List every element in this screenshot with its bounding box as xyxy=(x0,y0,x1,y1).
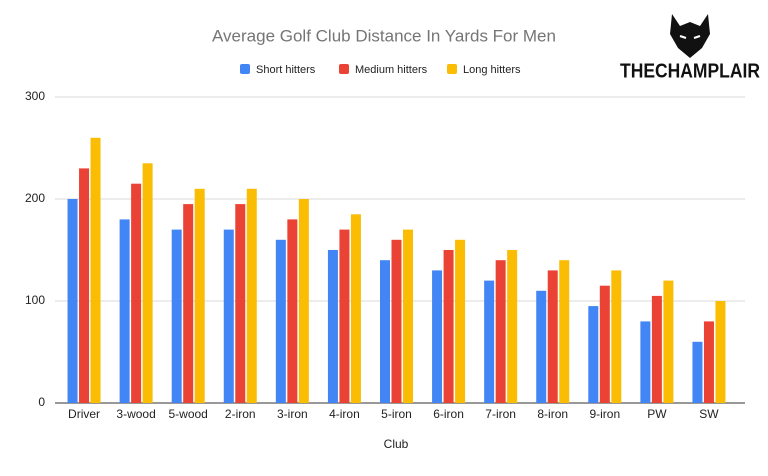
bar xyxy=(432,270,443,403)
bar xyxy=(588,306,599,403)
bar xyxy=(171,229,182,403)
bar xyxy=(79,168,90,403)
x-tick-label: 5-wood xyxy=(169,407,208,421)
bar xyxy=(692,341,703,403)
legend-label: Medium hitters xyxy=(355,64,428,76)
x-tick-label: 9-iron xyxy=(589,407,620,421)
x-tick-label: PW xyxy=(647,407,667,421)
bar xyxy=(536,290,547,403)
bar xyxy=(235,204,246,403)
x-tick-label: 5-iron xyxy=(381,407,412,421)
bar xyxy=(246,188,257,403)
bar xyxy=(703,321,714,403)
bar xyxy=(599,285,610,403)
bar xyxy=(327,250,338,403)
y-tick-label: 0 xyxy=(38,395,45,409)
logo-icon xyxy=(670,14,710,58)
chart-title: Average Golf Club Distance In Yards For … xyxy=(212,26,556,45)
logo-text: THECHAMPLAIR xyxy=(620,60,760,82)
bar xyxy=(339,229,350,403)
x-axis-label: Club xyxy=(384,437,409,451)
y-tick-label: 300 xyxy=(25,89,45,103)
bar xyxy=(275,239,286,403)
bar xyxy=(640,321,651,403)
bar xyxy=(391,239,402,403)
bar xyxy=(90,137,101,404)
x-tick-label: 2-iron xyxy=(225,407,256,421)
bar xyxy=(380,260,390,403)
bar xyxy=(194,188,205,403)
bar xyxy=(559,260,570,403)
bar xyxy=(443,250,454,403)
bar xyxy=(611,270,622,403)
x-tick-label: SW xyxy=(699,407,719,421)
bar xyxy=(223,229,234,403)
logo-eyes xyxy=(679,35,701,39)
bar xyxy=(663,280,674,403)
bar xyxy=(298,199,309,403)
logo: THECHAMPLAIR xyxy=(620,14,760,82)
bar xyxy=(507,250,518,403)
legend-swatch xyxy=(447,64,457,74)
bar xyxy=(495,260,506,403)
bar xyxy=(651,295,662,403)
bar xyxy=(715,301,726,403)
x-tick-label: 7-iron xyxy=(485,407,516,421)
bar xyxy=(403,229,413,403)
bar xyxy=(350,214,361,403)
legend-swatch xyxy=(339,64,349,74)
bar xyxy=(119,219,130,403)
bar xyxy=(547,270,558,403)
bar xyxy=(183,204,194,403)
bar xyxy=(287,219,298,403)
x-tick-label: 8-iron xyxy=(537,407,568,421)
x-tick-label: 3-wood xyxy=(116,407,155,421)
bar xyxy=(67,199,78,403)
legend-label: Short hitters xyxy=(256,64,316,76)
bar xyxy=(455,239,466,403)
bar xyxy=(131,183,142,403)
legend-swatch xyxy=(240,64,250,74)
y-tick-label: 100 xyxy=(25,293,45,307)
y-tick-label: 200 xyxy=(25,191,45,205)
bar xyxy=(142,163,153,403)
x-tick-label: 4-iron xyxy=(329,407,360,421)
x-tick-label: Driver xyxy=(68,407,100,421)
x-tick-label: 6-iron xyxy=(433,407,464,421)
bar xyxy=(484,280,495,403)
x-tick-label: 3-iron xyxy=(277,407,308,421)
legend-label: Long hitters xyxy=(463,64,521,76)
